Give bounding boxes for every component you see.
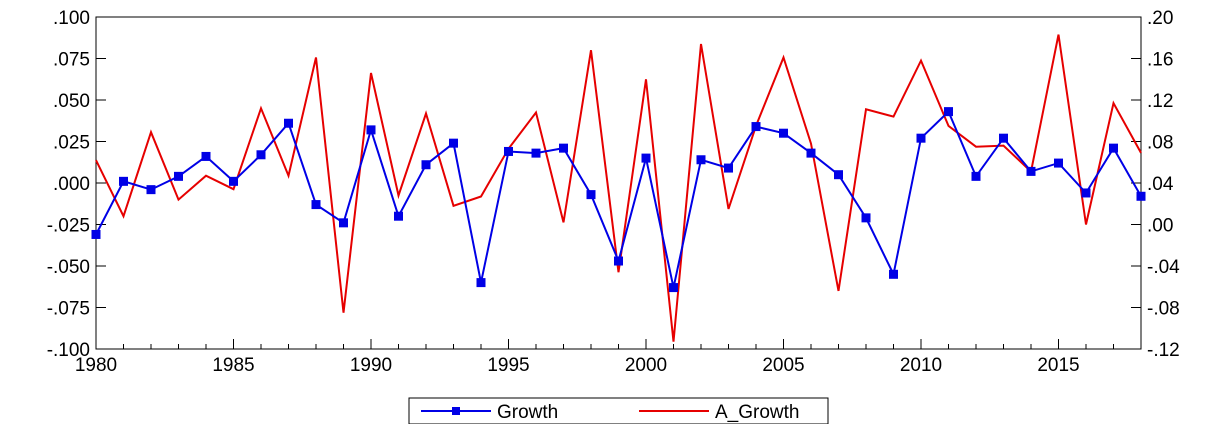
- growth-point-marker: [229, 176, 238, 186]
- right-y-tick-label: -.08: [1147, 299, 1180, 320]
- growth-point-marker: [119, 176, 128, 186]
- growth-point-marker: [339, 218, 348, 228]
- legend-label-a-growth: A_Growth: [715, 402, 799, 423]
- growth-point-marker: [861, 213, 871, 223]
- legend-label-growth: Growth: [497, 402, 558, 423]
- right-y-tick-label: .08: [1147, 133, 1173, 154]
- left-y-tick-label: .100: [53, 8, 90, 29]
- growth-point-marker: [1026, 166, 1036, 176]
- growth-point-marker: [916, 133, 926, 143]
- growth-point-marker: [1054, 158, 1063, 168]
- growth-point-marker: [394, 211, 403, 221]
- growth-point-marker: [311, 200, 321, 210]
- growth-point-marker: [806, 148, 816, 158]
- legend-marker-growth: [452, 407, 460, 415]
- right-y-tick-label: .16: [1147, 50, 1173, 71]
- series-line-a-growth: [95, 34, 1142, 342]
- growth-point-marker: [504, 146, 513, 156]
- left-y-axis: -.100 -.075 -.050 -.025 .000 .025 .050 .075 .100: [47, 8, 106, 361]
- left-y-tick-label: -.050: [47, 257, 90, 278]
- right-y-axis: -.12 -.08 -.04 .00 .04 .08 .12 .16 .20: [1131, 8, 1180, 361]
- right-y-tick-label: .00: [1147, 216, 1173, 237]
- growth-point-marker: [201, 151, 211, 161]
- left-y-tick-label: .050: [53, 91, 90, 112]
- right-y-tick-label: .12: [1147, 91, 1173, 112]
- x-tick-label: 2005: [762, 355, 804, 376]
- right-y-tick-label: .20: [1147, 8, 1173, 29]
- growth-point-marker: [366, 125, 376, 135]
- growth-point-marker: [834, 170, 843, 180]
- left-y-tick-label: -.025: [47, 216, 90, 237]
- x-tick-label: 2000: [625, 355, 667, 376]
- series-layer: [91, 34, 1146, 342]
- growth-point-marker: [146, 185, 156, 195]
- growth-point-marker: [586, 190, 596, 200]
- growth-point-marker: [449, 138, 458, 148]
- left-y-tick-label: .025: [53, 133, 90, 154]
- growth-point-marker: [779, 128, 788, 138]
- growth-point-marker: [421, 160, 431, 170]
- growth-point-marker: [1109, 143, 1118, 153]
- growth-point-marker: [614, 256, 623, 266]
- growth-point-marker: [944, 107, 953, 117]
- growth-point-marker: [531, 148, 541, 158]
- growth-point-marker: [1081, 188, 1091, 198]
- right-y-tick-label: -.12: [1147, 340, 1180, 361]
- right-y-tick-label: -.04: [1147, 257, 1180, 278]
- left-y-tick-label: .000: [53, 174, 90, 195]
- left-y-tick-label: .075: [53, 50, 90, 71]
- growth-point-marker: [174, 171, 183, 181]
- growth-point-marker: [256, 150, 266, 160]
- left-y-tick-label: -.100: [47, 340, 90, 361]
- x-tick-label: 1990: [350, 355, 392, 376]
- growth-point-marker: [641, 153, 651, 163]
- growth-point-marker: [91, 229, 101, 239]
- x-tick-label: 2010: [900, 355, 942, 376]
- x-tick-label: 1995: [487, 355, 529, 376]
- growth-point-marker: [751, 122, 761, 132]
- left-y-tick-label: -.075: [47, 299, 90, 320]
- plot-area-frame: [95, 16, 1142, 350]
- x-tick-label: 1980: [75, 355, 117, 376]
- growth-point-marker: [476, 278, 486, 288]
- growth-point-marker: [284, 118, 293, 128]
- growth-point-marker: [559, 143, 568, 153]
- growth-point-marker: [696, 155, 706, 165]
- growth-point-marker: [1136, 191, 1146, 201]
- x-axis: 1980 1985 1990 1995 2000 2005 2010 2015: [75, 339, 1142, 376]
- growth-point-marker: [999, 133, 1008, 143]
- growth-point-marker: [669, 283, 678, 293]
- growth-point-marker: [889, 269, 898, 279]
- x-tick-label: 1985: [212, 355, 254, 376]
- legend: Growth A_Growth: [408, 397, 829, 424]
- right-y-tick-label: .04: [1147, 174, 1174, 195]
- growth-point-marker: [724, 163, 733, 173]
- x-tick-label: 2015: [1037, 355, 1079, 376]
- growth-point-marker: [971, 171, 981, 181]
